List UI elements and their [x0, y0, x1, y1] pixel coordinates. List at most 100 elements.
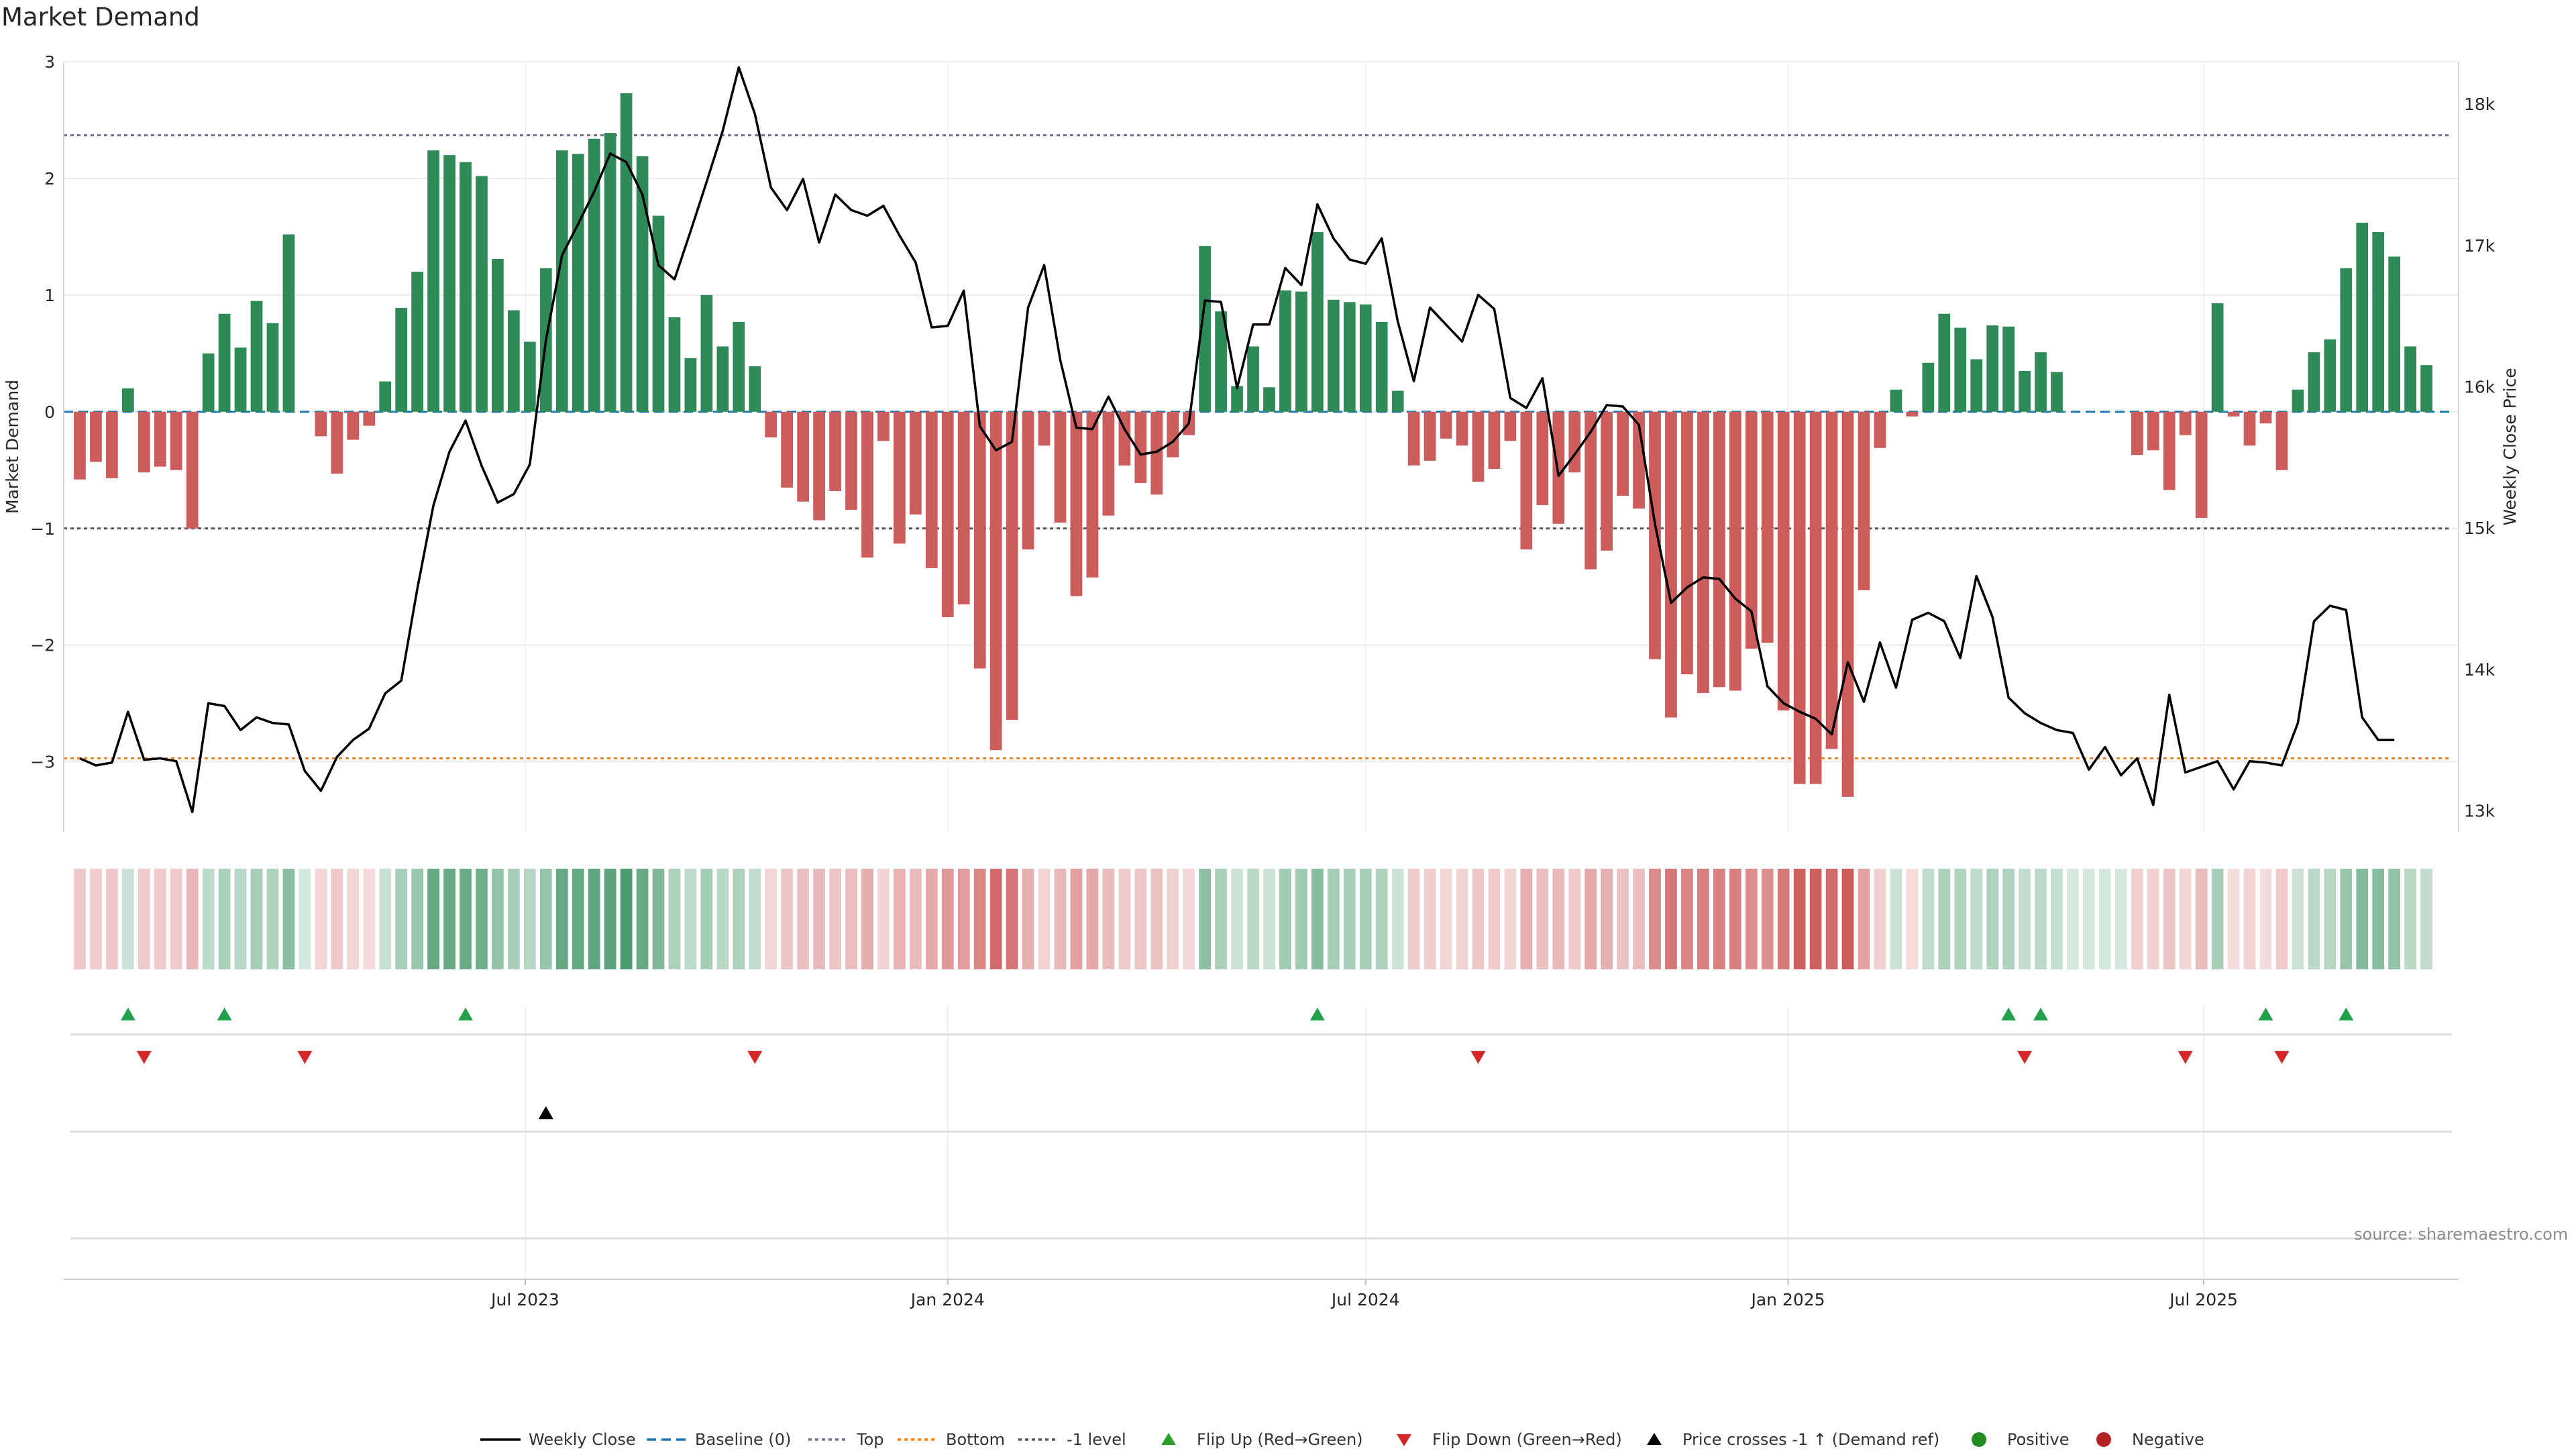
legend-symbol-icon: [1647, 1433, 1662, 1445]
legend-label: Baseline (0): [695, 1430, 792, 1449]
flip-up-marker: [458, 1008, 473, 1021]
heat-strip-cell: [1456, 869, 1468, 969]
demand-bar: [90, 411, 102, 462]
legend-item: Flip Down (Green→Red): [1383, 1426, 1622, 1453]
heat-strip-cell: [877, 869, 890, 969]
heat-strip-cell: [2147, 869, 2159, 969]
heat-strip-cell: [1777, 869, 1790, 969]
heat-strip-cell: [1391, 869, 1404, 969]
flip-up-marker: [2001, 1008, 2017, 1021]
source-note: source: sharemaestro.com: [2354, 1225, 2569, 1244]
heat-strip-cell: [299, 869, 311, 969]
heat-strip-cell: [138, 869, 150, 969]
demand-bar: [1793, 411, 1806, 784]
demand-bar: [2420, 365, 2432, 412]
heat-strip-cell: [894, 869, 906, 969]
demand-bar: [1102, 411, 1115, 516]
heat-strip-cell: [2179, 869, 2192, 969]
heat-strip-cell: [1841, 869, 1854, 969]
demand-bar: [1585, 411, 1597, 570]
reference-lines: [64, 134, 2452, 759]
flip-down-marker: [1470, 1051, 1486, 1064]
heat-strip-cell: [492, 869, 504, 969]
demand-bar: [684, 358, 697, 412]
demand-bar: [2259, 411, 2272, 424]
demand-bar: [716, 346, 729, 412]
demand-bar: [1343, 302, 1356, 412]
demand-bar: [1504, 411, 1517, 441]
demand-bar: [2147, 411, 2159, 451]
heat-strip-cell: [1825, 869, 1838, 969]
heat-strip-cell: [363, 869, 376, 969]
demand-bar: [1006, 411, 1018, 720]
heat-strip-cell: [588, 869, 600, 969]
demand-bar: [1472, 411, 1485, 482]
heat-strip-cell: [2083, 869, 2095, 969]
heat-strip-cell: [1568, 869, 1581, 969]
heat-strip-cell: [1970, 869, 1983, 969]
chart-title: Market Demand: [1, 3, 200, 32]
heat-strip-cell: [2292, 869, 2304, 969]
heat-strip-cell: [2372, 869, 2385, 969]
demand-bar: [1375, 321, 1388, 412]
heat-strip-cell: [1022, 869, 1034, 969]
heat-strip-cell: [234, 869, 247, 969]
right-tick-label: 18k: [2464, 95, 2496, 114]
demand-bar: [1729, 411, 1741, 691]
demand-bar: [395, 308, 408, 412]
heat-strip-cell: [2099, 869, 2111, 969]
demand-bar: [636, 156, 649, 412]
right-tick-label: 16k: [2464, 377, 2496, 396]
flip-up-marker: [2258, 1008, 2273, 1021]
demand-bar: [733, 321, 745, 412]
flip-down-marker: [2178, 1051, 2193, 1064]
left-tick-label: 0: [44, 402, 55, 422]
heat-strip-cell: [1263, 869, 1275, 969]
heat-strip-cell: [1070, 869, 1083, 969]
demand-bar: [1970, 359, 1983, 412]
heat-strip-cell: [427, 869, 439, 969]
legend-item: Baseline (0): [645, 1426, 791, 1453]
heat-strip-cell: [2259, 869, 2272, 969]
demand-bar: [331, 411, 343, 474]
demand-bar: [427, 150, 439, 412]
left-tick-label: 2: [44, 169, 55, 189]
legend-symbol-icon: [808, 1438, 849, 1441]
legend-item: -1 level: [1017, 1426, 1126, 1453]
heat-strip-cell: [2324, 869, 2337, 969]
demand-bar: [668, 317, 681, 412]
heat-strip-cell: [813, 869, 825, 969]
heat-strip-cell: [1504, 869, 1517, 969]
demand-bar: [1777, 411, 1790, 711]
heat-strip-cell: [1906, 869, 1919, 969]
demand-bar: [523, 341, 536, 412]
heat-strip-cell: [1697, 869, 1709, 969]
demand-bar: [973, 411, 986, 669]
heat-strip-cell: [1295, 869, 1307, 969]
heat-strip-cell: [973, 869, 986, 969]
demand-bar: [2292, 389, 2304, 412]
legend-item: Weekly Close: [479, 1426, 636, 1453]
demand-bar: [2227, 411, 2240, 417]
heat-strip-cell: [1247, 869, 1259, 969]
flip-down-marker: [297, 1051, 313, 1064]
heat-strip-cell: [1118, 869, 1131, 969]
heat-strip-cell: [411, 869, 423, 969]
legend-item: Flip Up (Red→Green): [1147, 1426, 1363, 1453]
heat-strip-cell: [379, 869, 392, 969]
heat-strip-cell: [1102, 869, 1115, 969]
left-tick-label: 3: [44, 52, 55, 72]
heat-strip-cell: [523, 869, 536, 969]
demand-bar: [1568, 411, 1581, 473]
heat-strip-cell: [170, 869, 182, 969]
demand-bar: [443, 155, 455, 412]
demand-bars: [74, 93, 2432, 797]
demand-bar: [2163, 411, 2176, 490]
heat-strip-cell: [1922, 869, 1935, 969]
heat-strip-cell: [925, 869, 938, 969]
heat-strip-cell: [1520, 869, 1533, 969]
flip-down-marker: [136, 1051, 152, 1064]
heat-strip-cell: [1858, 869, 1870, 969]
demand-bar: [797, 411, 810, 502]
legend-label: Weekly Close: [529, 1430, 636, 1449]
